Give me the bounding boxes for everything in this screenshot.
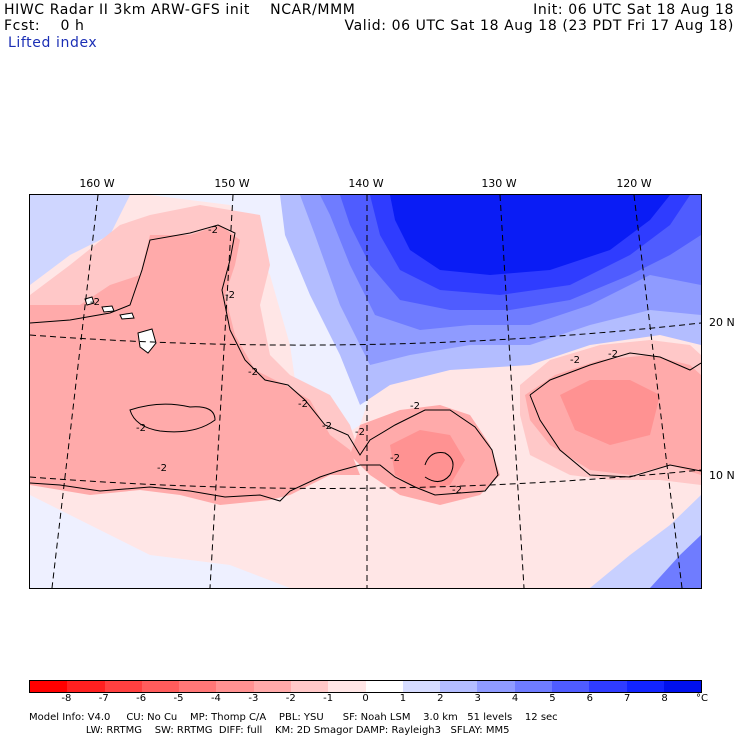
colorbar-tick-label: 4 bbox=[511, 693, 519, 704]
shade-light-blue-nw bbox=[30, 195, 130, 285]
forecast-hour: Fcst: 0 h bbox=[4, 18, 85, 34]
contour-label: -2 bbox=[410, 401, 420, 412]
lon-label-120w: 120 W bbox=[616, 177, 652, 190]
colorbar-tick-label: 5 bbox=[549, 693, 556, 704]
title-left: HIWC Radar II 3km ARW-GFS init NCAR/MMM bbox=[4, 2, 356, 18]
contour-label: -2 bbox=[390, 453, 400, 464]
colorbar-swatch bbox=[589, 681, 627, 692]
contour-storm-spiral bbox=[424, 452, 454, 482]
colorbar-tick-label: -3 bbox=[248, 693, 259, 704]
colorbar-swatch bbox=[551, 681, 590, 692]
lon-label-130w: 130 W bbox=[481, 177, 517, 190]
colorbar-swatch bbox=[179, 681, 217, 692]
init-time: Init: 06 UTC Sat 18 Aug 18 bbox=[533, 2, 734, 18]
colorbar-swatch bbox=[328, 681, 366, 692]
shade-near-zero bbox=[30, 195, 370, 445]
island-kauai bbox=[84, 296, 95, 306]
contour-label: -2 bbox=[452, 485, 462, 496]
contour-label: -2 bbox=[208, 225, 218, 236]
contour-east-south bbox=[529, 394, 701, 478]
lon-label-150w: 150 W bbox=[214, 177, 250, 190]
colorbar-tick-label: 1 bbox=[399, 693, 407, 704]
contour-west-loop bbox=[129, 403, 216, 433]
shade-pink-west bbox=[30, 225, 360, 505]
colorbar-swatch bbox=[626, 681, 664, 692]
colorbar-tick-label: -4 bbox=[210, 693, 221, 704]
colorbar-swatch bbox=[67, 681, 105, 692]
contour-lines bbox=[30, 224, 701, 502]
colorbar-tick-label: -7 bbox=[98, 693, 109, 704]
contour-west bbox=[30, 224, 499, 502]
contour-label: -2 bbox=[570, 355, 580, 366]
contour-label: -2 bbox=[355, 427, 365, 438]
meridian-150w bbox=[209, 195, 234, 588]
graticule bbox=[30, 195, 701, 588]
contour-label: -2 bbox=[248, 367, 258, 378]
field-name: Lifted index bbox=[8, 35, 98, 51]
colorbar-tick-label: 3 bbox=[474, 693, 481, 704]
colorbar bbox=[29, 680, 702, 693]
colorbar-tick-label: -1 bbox=[323, 693, 334, 704]
island-hawaii bbox=[137, 328, 157, 354]
contour-label: -2 bbox=[225, 290, 235, 301]
colorbar-tick-label: 2 bbox=[437, 693, 444, 704]
meridian-160w bbox=[51, 195, 99, 588]
colorbar-tick-label: -5 bbox=[173, 693, 184, 704]
colorbar-tick-label: -2 bbox=[285, 693, 296, 704]
contour-label: -2 bbox=[157, 463, 167, 474]
colorbar-tick-label: 6 bbox=[586, 693, 594, 704]
map-canvas: -2 -2 -2 -2 -2 -2 -2 -2 -2 -2 -2 -2 -2 -… bbox=[30, 195, 701, 588]
meridian-120w bbox=[633, 195, 683, 588]
shade-light-blue-sw bbox=[30, 495, 290, 588]
contour-label: -2 bbox=[608, 349, 618, 360]
valid-time: Valid: 06 UTC Sat 18 Aug 18 (23 PDT Fri … bbox=[344, 18, 734, 34]
parallel-10n bbox=[30, 469, 701, 489]
colorbar-swatch bbox=[514, 681, 552, 692]
colorbar-swatch bbox=[30, 681, 68, 692]
model-info-line1: Model Info: V4.0 CU: No Cu MP: Thomp C/A… bbox=[29, 712, 558, 723]
colorbar-tick-label: 0 bbox=[362, 693, 369, 704]
colorbar-swatch bbox=[440, 681, 478, 692]
contour-label: -2 bbox=[298, 399, 308, 410]
colorbar-tick-label: 7 bbox=[624, 693, 631, 704]
colorbar-swatch bbox=[216, 681, 254, 692]
colorbar-swatch bbox=[290, 681, 329, 692]
colorbar-swatch bbox=[141, 681, 180, 692]
shade-blue-6 bbox=[390, 195, 670, 275]
colorbar-swatch bbox=[104, 681, 142, 692]
contour-label: -2 bbox=[136, 423, 146, 434]
colorbar-swatch bbox=[477, 681, 515, 692]
colorbar-unit: °C bbox=[696, 693, 708, 704]
model-info-line2: LW: RRTMG SW: RRTMG DIFF: full KM: 2D Sm… bbox=[0, 725, 510, 736]
meridian-130w bbox=[499, 195, 525, 588]
lat-label-10n: 10 N bbox=[709, 469, 735, 482]
colorbar-swatch bbox=[663, 681, 702, 692]
colorbar-swatch bbox=[402, 681, 441, 692]
colorbar-tick-label: 8 bbox=[661, 693, 668, 704]
hawaiian-islands bbox=[84, 296, 157, 354]
island-oahu bbox=[101, 305, 115, 313]
lifted-index-map: -2 -2 -2 -2 -2 -2 -2 -2 -2 -2 -2 -2 -2 -… bbox=[29, 194, 702, 589]
contour-east-north bbox=[529, 352, 701, 396]
island-maui bbox=[119, 312, 135, 320]
lon-label-160w: 160 W bbox=[79, 177, 115, 190]
shade-blue-se bbox=[650, 535, 701, 588]
colorbar-tick-label: -6 bbox=[136, 693, 147, 704]
colorbar-swatch bbox=[365, 681, 403, 692]
colorbar-tick-label: -8 bbox=[61, 693, 72, 704]
shade-pink-east-core bbox=[560, 380, 660, 445]
lon-label-140w: 140 W bbox=[348, 177, 384, 190]
contour-labels: -2 -2 -2 -2 -2 -2 -2 -2 -2 -2 -2 -2 -2 -… bbox=[90, 225, 618, 496]
lat-label-20n: 20 N bbox=[709, 316, 735, 329]
colorbar-swatch bbox=[253, 681, 291, 692]
contour-label: -2 bbox=[90, 297, 100, 308]
parallel-20n bbox=[30, 322, 701, 346]
contour-label: -2 bbox=[322, 421, 332, 432]
